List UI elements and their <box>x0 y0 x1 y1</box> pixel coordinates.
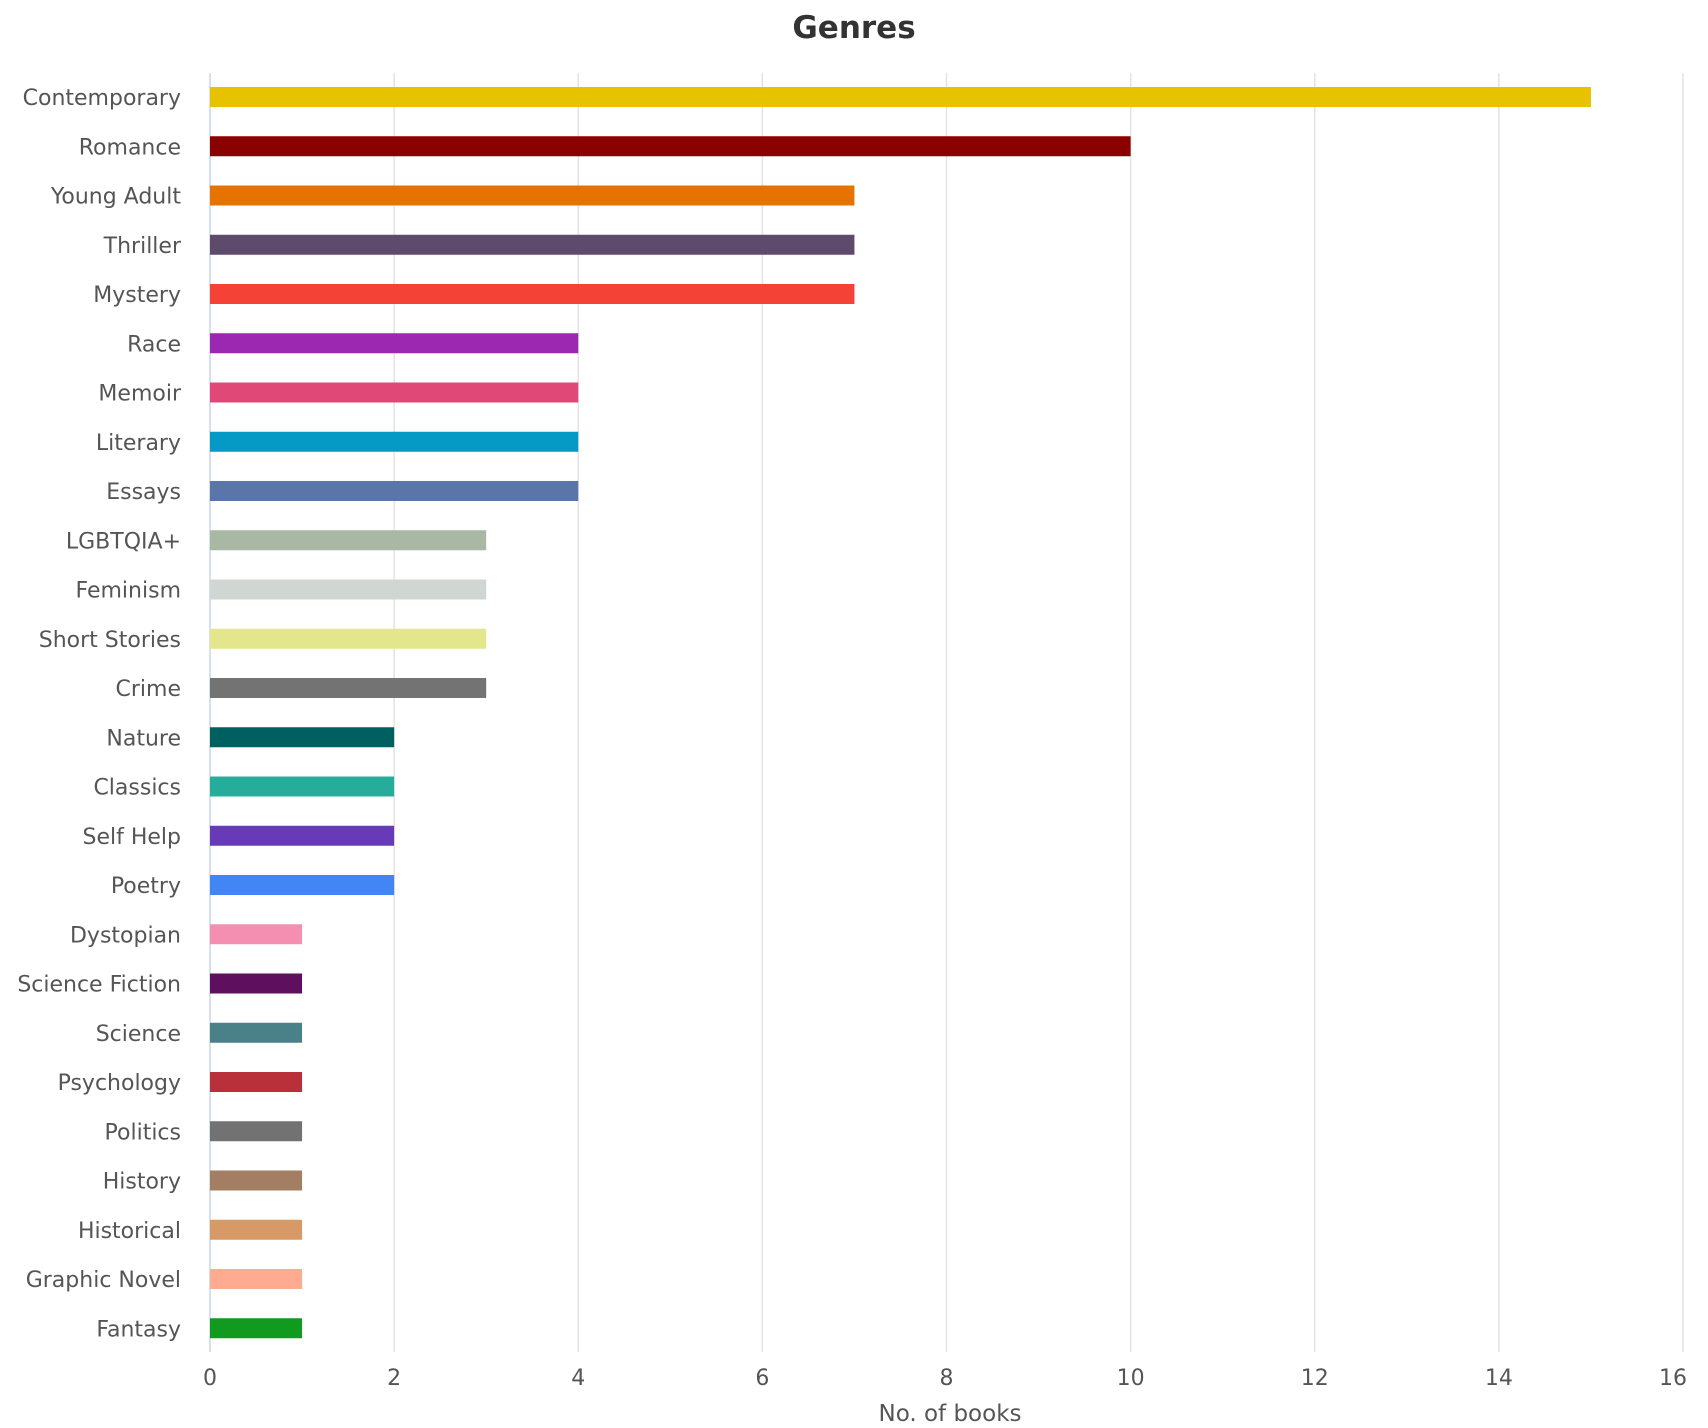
category-label-history: History <box>103 1170 181 1195</box>
category-label-young-adult: Young Adult <box>50 185 182 210</box>
category-label-self-help: Self Help <box>82 825 181 850</box>
x-tick-label-6: 6 <box>755 1366 769 1391</box>
x-tick-label-14: 14 <box>1485 1366 1513 1391</box>
category-labels: Contemporary Romance Young Adult Thriller My… <box>17 86 182 1342</box>
x-tick-label-4: 4 <box>571 1366 585 1391</box>
category-label-short-stories: Short Stories <box>39 628 181 653</box>
category-label-historical: Historical <box>78 1219 181 1244</box>
x-axis-title: No. of books <box>878 1401 1021 1427</box>
category-label-nature: Nature <box>106 726 181 751</box>
x-tick-label-10: 10 <box>1117 1366 1145 1391</box>
category-label-science-fiction: Science Fiction <box>17 973 181 998</box>
x-tick-label-16: 16 <box>1659 1366 1687 1391</box>
category-label-feminism: Feminism <box>76 579 181 604</box>
bar-contemporary[interactable] <box>210 87 1591 107</box>
gridlines <box>209 73 1684 1352</box>
bar-poetry[interactable] <box>210 875 395 895</box>
x-tick-label-8: 8 <box>940 1366 954 1391</box>
chart-title: Genres <box>792 10 915 46</box>
category-label-literary: Literary <box>96 431 181 456</box>
category-label-essays: Essays <box>106 480 181 505</box>
bar-dystopian[interactable] <box>210 924 303 945</box>
bar-science[interactable] <box>210 1022 303 1043</box>
category-label-science: Science <box>96 1022 181 1047</box>
category-label-romance: Romance <box>79 135 181 160</box>
bar-history[interactable] <box>210 1170 303 1191</box>
bar-essays[interactable] <box>210 481 579 501</box>
bar-young-adult[interactable] <box>210 185 855 206</box>
x-tick-label-0: 0 <box>203 1366 217 1391</box>
category-label-psychology: Psychology <box>58 1071 181 1096</box>
bar-graphic-novel[interactable] <box>210 1269 303 1289</box>
bar-thriller[interactable] <box>210 234 855 255</box>
category-label-dystopian: Dystopian <box>70 923 181 948</box>
bar-literary[interactable] <box>210 431 579 452</box>
x-tick-labels: 0 2 4 6 8 10 12 14 16 <box>203 1366 1687 1391</box>
bars <box>210 87 1591 1339</box>
bar-nature[interactable] <box>210 727 395 748</box>
x-tick-label-2: 2 <box>387 1366 401 1391</box>
category-label-mystery: Mystery <box>93 283 181 308</box>
bar-crime[interactable] <box>210 678 487 698</box>
category-label-graphic-novel: Graphic Novel <box>26 1268 181 1293</box>
category-label-thriller: Thriller <box>103 234 182 259</box>
bar-feminism[interactable] <box>210 579 487 600</box>
category-label-lgbtqia: LGBTQIA+ <box>66 529 181 554</box>
category-label-politics: Politics <box>105 1120 181 1145</box>
category-label-race: Race <box>127 332 181 357</box>
bar-lgbtqia[interactable] <box>210 530 487 551</box>
category-label-fantasy: Fantasy <box>96 1317 181 1342</box>
bar-mystery[interactable] <box>210 284 855 304</box>
bar-science-fiction[interactable] <box>210 973 303 994</box>
category-label-memoir: Memoir <box>98 382 182 407</box>
category-label-classics: Classics <box>93 776 181 801</box>
category-label-poetry: Poetry <box>111 874 181 899</box>
bar-historical[interactable] <box>210 1219 303 1240</box>
bar-self-help[interactable] <box>210 825 395 846</box>
bar-psychology[interactable] <box>210 1072 303 1092</box>
bar-politics[interactable] <box>210 1121 303 1142</box>
bar-classics[interactable] <box>210 776 395 797</box>
bar-memoir[interactable] <box>210 382 579 403</box>
category-label-contemporary: Contemporary <box>23 86 181 111</box>
bar-fantasy[interactable] <box>210 1318 303 1339</box>
x-tick-label-12: 12 <box>1301 1366 1329 1391</box>
category-label-crime: Crime <box>116 677 181 702</box>
bar-race[interactable] <box>210 333 579 354</box>
bar-short-stories[interactable] <box>210 628 487 649</box>
bar-romance[interactable] <box>210 136 1131 157</box>
